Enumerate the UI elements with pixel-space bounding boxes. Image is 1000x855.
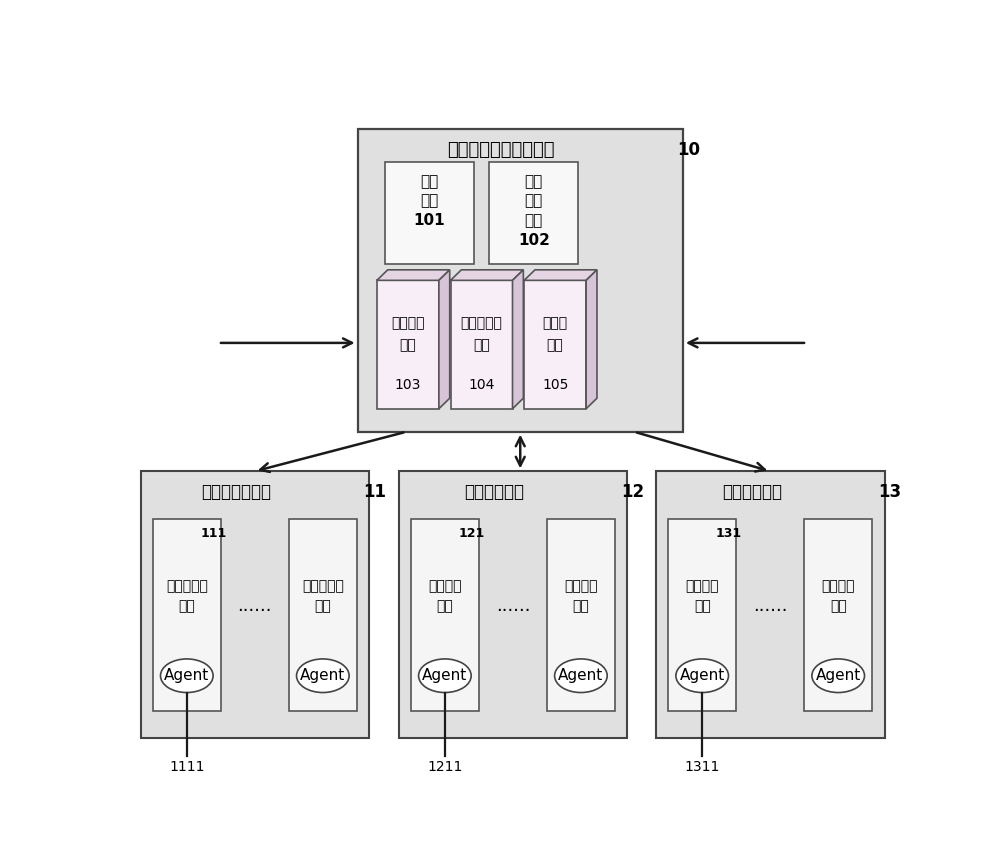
- Ellipse shape: [812, 659, 865, 693]
- Text: 执行迹生成: 执行迹生成: [166, 579, 208, 593]
- Text: Agent: Agent: [816, 669, 861, 683]
- Text: 105: 105: [542, 378, 568, 392]
- Text: 节点: 节点: [178, 599, 195, 613]
- Polygon shape: [439, 270, 450, 409]
- Text: ......: ......: [496, 597, 530, 615]
- Polygon shape: [524, 270, 597, 280]
- Bar: [547, 519, 615, 711]
- Text: 队列: 队列: [547, 338, 564, 352]
- Polygon shape: [450, 280, 512, 409]
- Bar: [289, 519, 357, 711]
- Text: Agent: Agent: [680, 669, 725, 683]
- Bar: [399, 471, 627, 738]
- Ellipse shape: [555, 659, 607, 693]
- Ellipse shape: [419, 659, 471, 693]
- Text: 约束求解: 约束求解: [821, 579, 855, 593]
- Bar: [656, 471, 885, 738]
- Text: 102: 102: [518, 233, 550, 248]
- Text: Agent: Agent: [422, 669, 467, 683]
- Polygon shape: [377, 280, 439, 409]
- Text: 任务: 任务: [420, 174, 438, 189]
- Text: 103: 103: [395, 378, 421, 392]
- Text: ......: ......: [753, 597, 787, 615]
- Polygon shape: [512, 270, 523, 409]
- Polygon shape: [450, 270, 523, 280]
- Text: 符号执行单元: 符号执行单元: [465, 483, 525, 501]
- Bar: [411, 519, 479, 711]
- Bar: [489, 162, 578, 264]
- Text: 111: 111: [200, 528, 227, 540]
- Text: ......: ......: [238, 597, 272, 615]
- Text: 监控: 监控: [525, 213, 543, 228]
- Text: 执行迹生成单元: 执行迹生成单元: [202, 483, 272, 501]
- Ellipse shape: [160, 659, 213, 693]
- Text: 节点: 节点: [573, 599, 589, 613]
- Bar: [385, 162, 474, 264]
- Text: 节点: 节点: [830, 599, 847, 613]
- Text: 节点: 节点: [694, 599, 711, 613]
- Text: 分配: 分配: [420, 193, 438, 209]
- Text: Agent: Agent: [558, 669, 604, 683]
- Text: 节点: 节点: [436, 599, 453, 613]
- Polygon shape: [524, 280, 586, 409]
- Text: Agent: Agent: [300, 669, 345, 683]
- Text: 队列: 队列: [400, 338, 416, 352]
- Text: 约束求解单元: 约束求解单元: [722, 483, 782, 501]
- Polygon shape: [377, 270, 450, 280]
- Text: 节点: 节点: [314, 599, 331, 613]
- Text: 12: 12: [621, 483, 644, 501]
- Text: 121: 121: [458, 528, 485, 540]
- Text: 1211: 1211: [427, 759, 463, 774]
- Bar: [358, 129, 683, 432]
- Bar: [804, 519, 872, 711]
- Ellipse shape: [676, 659, 728, 693]
- Text: 11: 11: [363, 483, 386, 501]
- Text: 状态: 状态: [525, 193, 543, 209]
- Bar: [140, 471, 369, 738]
- Text: 符号执行: 符号执行: [564, 579, 598, 593]
- Text: 1311: 1311: [684, 759, 720, 774]
- Text: 输入样本: 输入样本: [391, 316, 425, 330]
- Text: 131: 131: [716, 528, 742, 540]
- Text: 104: 104: [468, 378, 495, 392]
- Text: 101: 101: [413, 213, 445, 228]
- Polygon shape: [586, 270, 597, 409]
- Text: 执行迹: 执行迹: [543, 316, 568, 330]
- Text: 1111: 1111: [169, 759, 205, 774]
- Text: 分布式调度与监控单元: 分布式调度与监控单元: [447, 141, 554, 159]
- Bar: [153, 519, 221, 711]
- Text: 节点: 节点: [525, 174, 543, 189]
- Text: Agent: Agent: [164, 669, 209, 683]
- Text: 10: 10: [677, 141, 700, 159]
- Text: 约束求解: 约束求解: [685, 579, 719, 593]
- Text: 符号执行: 符号执行: [428, 579, 462, 593]
- Text: 13: 13: [878, 483, 901, 501]
- Text: 队列: 队列: [473, 338, 490, 352]
- Text: 执行迹生成: 执行迹生成: [302, 579, 344, 593]
- Ellipse shape: [297, 659, 349, 693]
- Bar: [668, 519, 736, 711]
- Text: 约束表达式: 约束表达式: [461, 316, 502, 330]
